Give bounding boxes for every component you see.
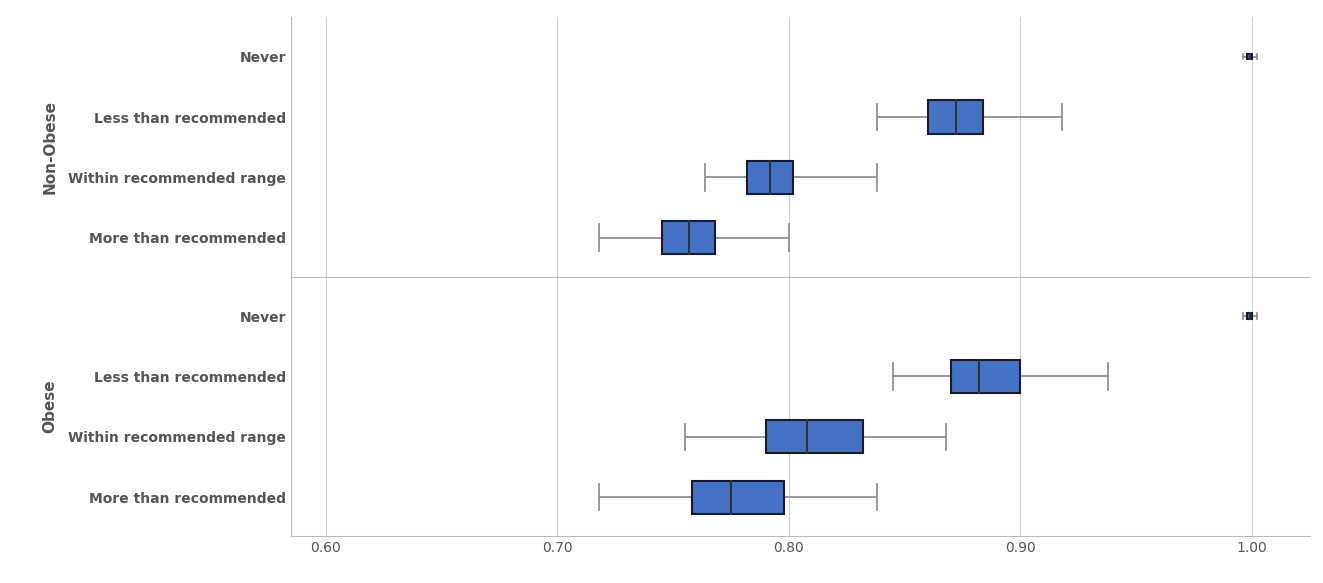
Bar [747, 161, 794, 194]
Bar [662, 221, 714, 254]
Bar [951, 360, 1020, 393]
Y-axis label: Obese: Obese [42, 380, 57, 433]
Bar [1248, 54, 1252, 59]
Bar [1248, 314, 1252, 319]
Bar [692, 480, 785, 514]
Bar [766, 420, 863, 454]
Y-axis label: Non-Obese: Non-Obese [42, 100, 57, 194]
Bar [927, 100, 983, 134]
